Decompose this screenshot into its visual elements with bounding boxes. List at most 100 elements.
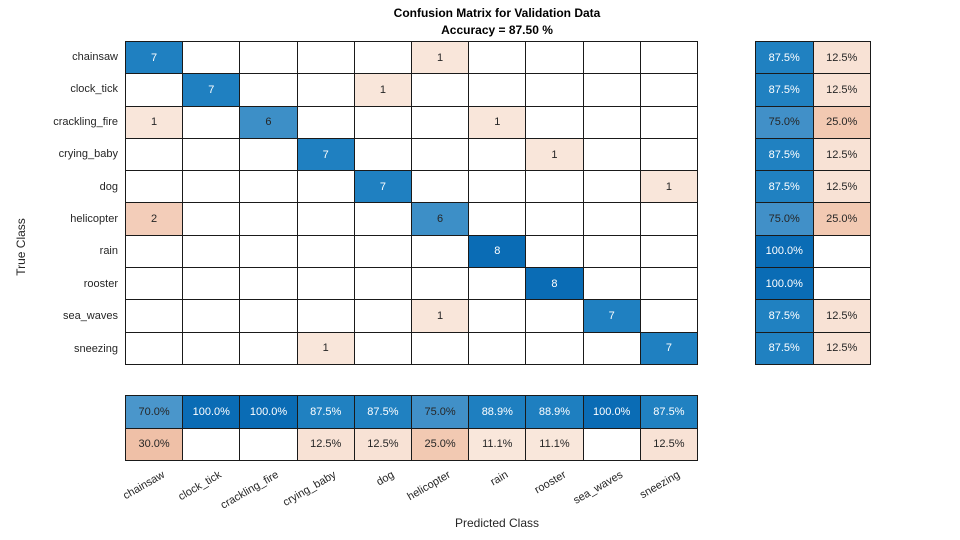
chart-title-line1: Confusion Matrix for Validation Data: [393, 6, 601, 20]
matrix-cell: [183, 171, 241, 204]
y-tick-label: rooster: [83, 277, 118, 290]
col-summary-cell: 30.0%: [126, 428, 184, 461]
matrix-cell: [183, 300, 241, 333]
col-summary-cell: 11.1%: [469, 428, 527, 461]
matrix-cell: 1: [297, 332, 355, 365]
matrix-cell: [583, 268, 641, 301]
matrix-cell: [640, 268, 698, 301]
row-summary-cell: 100.0%: [756, 268, 814, 301]
matrix-cell: [354, 106, 412, 139]
x-tick-label: helicopter: [405, 468, 454, 504]
matrix-cell: [240, 332, 298, 365]
matrix-cell: [297, 106, 355, 139]
matrix-cell: 1: [640, 171, 698, 204]
matrix-cell: 7: [354, 171, 412, 204]
col-summary-cell: 100.0%: [183, 396, 241, 429]
matrix-cell: [469, 300, 527, 333]
matrix-cell: [297, 235, 355, 269]
matrix-cell: 1: [469, 106, 527, 139]
matrix-cell: [640, 42, 698, 75]
row-summary-grid: 87.5% 12.5% 87.5% 12.5% 75.0% 25.0% 87.5% 12.5%…: [755, 41, 871, 365]
row-summary-cell: 87.5%: [756, 332, 814, 365]
matrix-cell: [297, 268, 355, 301]
matrix-cell: [240, 203, 298, 236]
col-summary-cell: 70.0%: [126, 396, 184, 429]
matrix-cell: [469, 74, 527, 107]
y-tick-label: clock_tick: [70, 83, 118, 96]
chart-title: Confusion Matrix for Validation Data Acc…: [125, 5, 869, 39]
x-tick-label: rooster: [532, 468, 568, 497]
y-tick-label: dog: [99, 180, 118, 193]
matrix-cell: [297, 300, 355, 333]
matrix-cell: [240, 74, 298, 107]
row-summary-cell: 87.5%: [756, 74, 814, 107]
matrix-cell: [297, 171, 355, 204]
matrix-cell: 8: [469, 235, 527, 269]
row-summary-cell: 87.5%: [756, 300, 814, 333]
y-tick-label: crackling_fire: [53, 115, 118, 128]
matrix-cell: [526, 203, 584, 236]
x-tick-label: crackling_fire: [219, 468, 282, 512]
matrix-cell: [354, 235, 412, 269]
matrix-cell: [240, 138, 298, 172]
x-tick-label: rain: [488, 468, 511, 489]
matrix-cell: [297, 74, 355, 107]
col-summary-cell: 12.5%: [297, 428, 355, 461]
col-summary-cell: 75.0%: [412, 396, 470, 429]
x-tick-label: clock_tick: [176, 468, 224, 504]
row-summary-cell: 87.5%: [756, 42, 814, 75]
matrix-cell: [469, 138, 527, 172]
col-summary-cell: 88.9%: [469, 396, 527, 429]
col-summary-cell: 88.9%: [526, 396, 584, 429]
col-summary-cell: 87.5%: [640, 396, 698, 429]
matrix-cell: [583, 171, 641, 204]
matrix-cell: [412, 171, 470, 204]
matrix-cell: [469, 332, 527, 365]
matrix-cell: [640, 300, 698, 333]
matrix-cell: [126, 74, 184, 107]
matrix-cell: [354, 203, 412, 236]
x-tick-label: sea_waves: [571, 468, 626, 507]
matrix-cell: [583, 235, 641, 269]
y-tick-label: rain: [99, 245, 118, 258]
col-summary-cell: 87.5%: [354, 396, 412, 429]
row-summary-cell: 87.5%: [756, 171, 814, 204]
col-summary-cell: 12.5%: [354, 428, 412, 461]
matrix-cell: [297, 203, 355, 236]
matrix-cell: [240, 235, 298, 269]
matrix-cell: 7: [640, 332, 698, 365]
matrix-cell: [240, 171, 298, 204]
matrix-cell: 1: [412, 300, 470, 333]
matrix-cell: [526, 42, 584, 75]
matrix-cell: 8: [526, 268, 584, 301]
matrix-cell: 7: [183, 74, 241, 107]
matrix-cell: [183, 203, 241, 236]
matrix-cell: [354, 42, 412, 75]
matrix-cell: [412, 268, 470, 301]
matrix-cell: [412, 138, 470, 172]
matrix-cell: [240, 268, 298, 301]
row-summary-cell: 75.0%: [756, 106, 814, 139]
col-summary-cell: [583, 428, 641, 461]
y-tick-label: helicopter: [70, 213, 118, 225]
matrix-cell: [240, 300, 298, 333]
row-summary-cell: 12.5%: [813, 300, 871, 333]
matrix-cell: 7: [297, 138, 355, 172]
matrix-cell: [126, 268, 184, 301]
matrix-cell: [412, 106, 470, 139]
row-summary-cell: 12.5%: [813, 332, 871, 365]
matrix-cell: [183, 332, 241, 365]
col-summary-cell: [183, 428, 241, 461]
matrix-cell: [583, 106, 641, 139]
row-summary-cell: [813, 235, 871, 269]
matrix-cell: [412, 235, 470, 269]
matrix-cell: [354, 268, 412, 301]
col-summary-cell: 100.0%: [583, 396, 641, 429]
matrix-cell: [126, 235, 184, 269]
matrix-cell: [412, 74, 470, 107]
matrix-cell: [126, 171, 184, 204]
y-tick-label: chainsaw: [72, 51, 118, 63]
chart-title-line2: Accuracy = 87.50 %: [441, 23, 553, 37]
row-summary-cell: 100.0%: [756, 235, 814, 269]
